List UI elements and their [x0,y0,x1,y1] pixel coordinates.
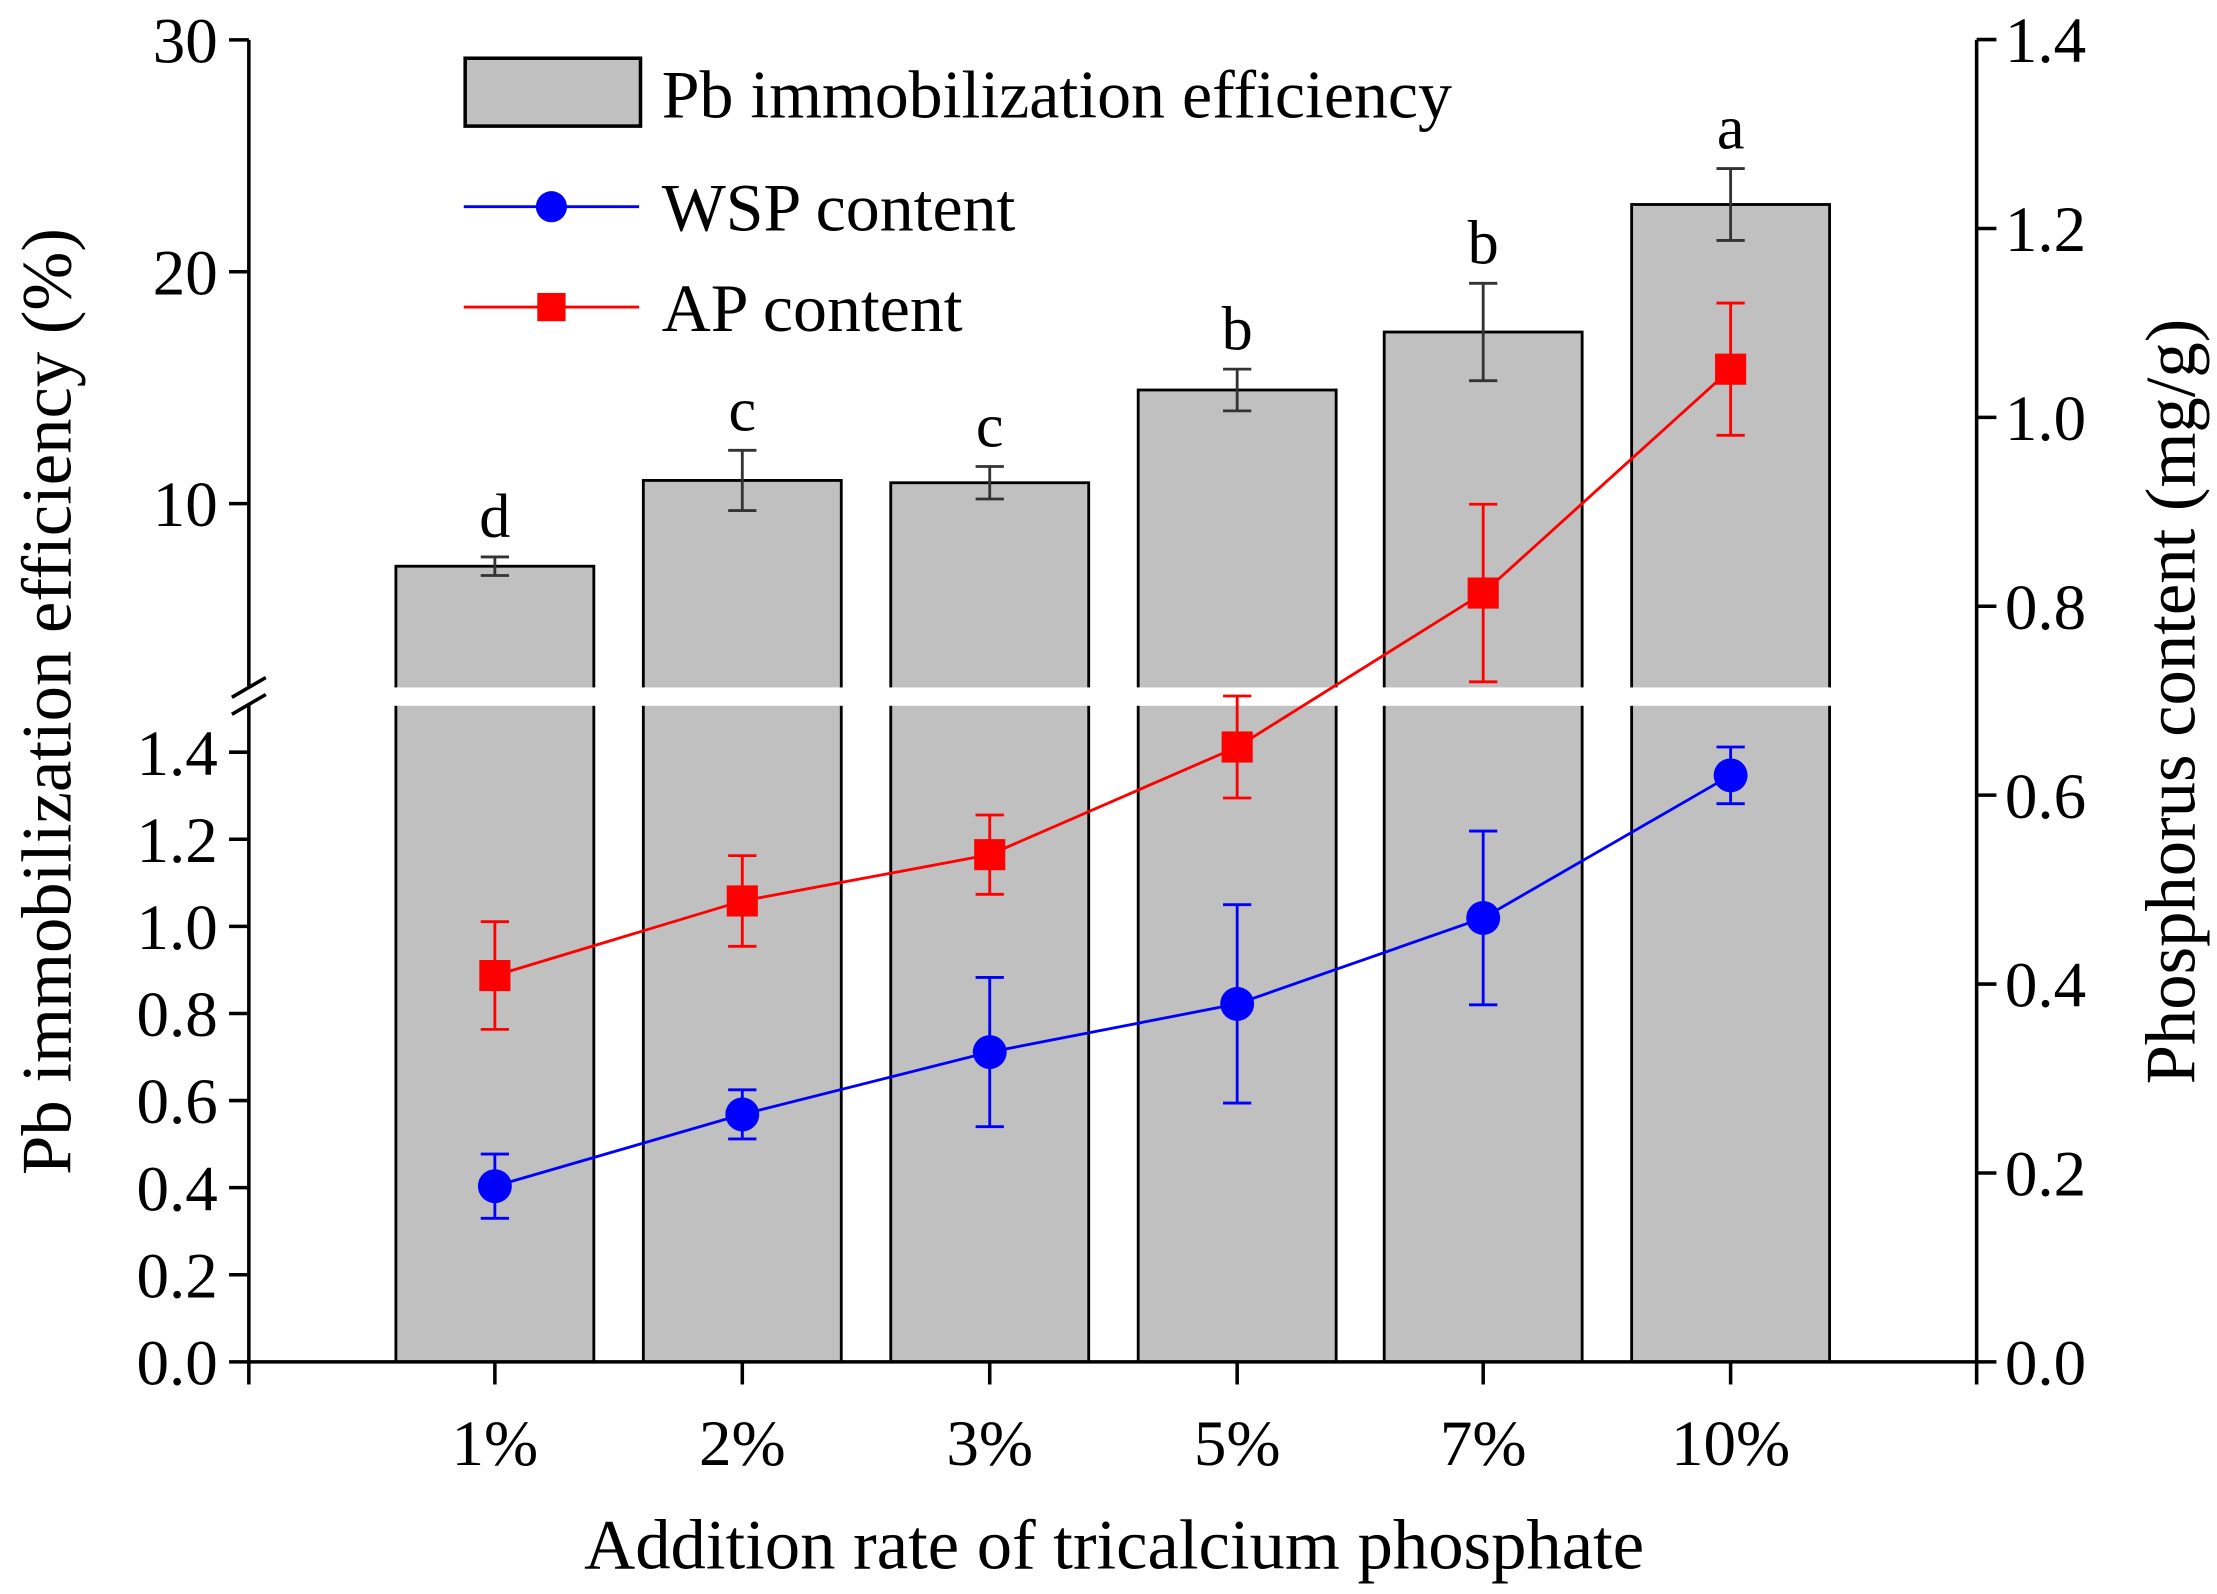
left-tick-label: 10 [153,469,218,541]
left-tick-label: 1.0 [136,892,217,964]
x-axis-title: Addition rate of tricalcium phosphate [584,1506,1644,1584]
legend-label-wsp: WSP content [662,171,1016,246]
left-tick-label: 0.2 [136,1240,217,1312]
significance-letter: b [1468,210,1499,278]
x-tick-label: 2% [699,1408,786,1480]
legend-marker-ap [537,292,566,322]
significance-letter: a [1717,95,1745,163]
data-point-ap [1467,577,1499,609]
left-tick-label: 0.4 [136,1153,217,1225]
bar-error-bar [1223,367,1252,413]
right-tick-label: 0.6 [2005,761,2086,833]
right-tick-label: 0.2 [2005,1139,2086,1211]
bar-error-bar [975,465,1004,501]
significance-letter: d [479,483,510,551]
data-point-ap [1715,353,1747,385]
legend: Pb immobilization efficiency WSP content… [463,56,1452,346]
series-line-wsp [494,774,1732,1188]
legend-marker-wsp [535,191,567,223]
significance-letter: c [976,393,1004,461]
legend-swatch-bar [463,56,643,128]
right-tick-label: 1.2 [2005,194,2086,266]
x-tick-label: 7% [1440,1408,1527,1480]
series-line-ap [494,368,1732,977]
left-tick-label: 0.8 [136,979,217,1051]
left-tick-label: 0.0 [136,1327,217,1399]
data-point-wsp [1713,758,1748,793]
y-axis-right-title: Phosphorus content (mg/g) [2132,319,2210,1085]
data-point-wsp [477,1169,512,1204]
data-point-ap [479,960,511,992]
bar [889,481,1091,1364]
data-point-wsp [725,1097,760,1132]
legend-label-ap: AP content [662,271,963,346]
x-tick-label: 10% [1671,1408,1790,1480]
legend-label-bar: Pb immobilization efficiency [662,58,1452,133]
left-tick-label: 30 [153,5,218,77]
significance-letter: b [1222,295,1253,363]
y-axis-left-title: Pb immobilization efficiency (%) [9,228,87,1175]
data-point-wsp [972,1035,1007,1070]
axis-break-gap [250,687,1976,706]
bar-error-bar [1469,281,1498,383]
x-tick-label: 3% [946,1408,1033,1480]
left-tick-label: 1.2 [136,805,217,877]
axis-break-mark [230,675,267,716]
bar-error-bar [480,555,510,577]
right-tick-label: 1.0 [2005,383,2086,455]
left-tick-label: 0.6 [136,1066,217,1138]
data-point-ap [726,885,758,917]
right-tick-label: 0.8 [2005,572,2086,644]
data-point-wsp [1220,986,1255,1021]
x-tick-label: 1% [452,1408,539,1480]
bar-error-bar [728,448,757,512]
data-point-wsp [1466,900,1501,935]
right-tick-label: 0.4 [2005,950,2086,1022]
data-point-ap [1221,731,1253,763]
bar [1136,388,1338,1364]
significance-letter: c [728,376,756,444]
left-tick-label: 20 [153,237,218,309]
right-tick-label: 1.4 [2005,5,2086,77]
data-point-ap [974,839,1006,871]
bar-error-bar [1716,167,1745,242]
left-tick-label: 1.4 [136,718,217,790]
right-tick-label: 0.0 [2005,1327,2086,1399]
x-tick-label: 5% [1194,1408,1281,1480]
